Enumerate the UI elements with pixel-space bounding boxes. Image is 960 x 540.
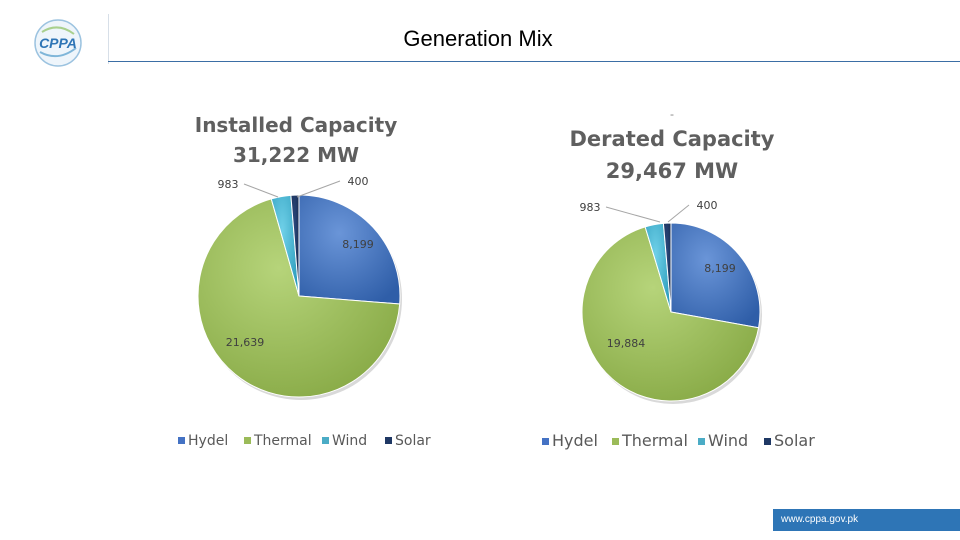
legend: Hydel Thermal Wind Solar [178, 433, 431, 449]
legend-swatch-wind [698, 438, 705, 445]
chart-title: Installed Capacity [195, 113, 398, 137]
footer-url[interactable]: www.cppa.gov.pk [773, 509, 960, 531]
data-label-hydel: 8,199 [342, 238, 374, 251]
legend-label-hydel: Hydel [188, 433, 228, 449]
legend-label-wind: Wind [332, 433, 367, 449]
page-title: Generation Mix [403, 26, 553, 51]
data-label-solar: 400 [348, 175, 369, 188]
data-labels: 8,199 21,639 983 400 [218, 175, 374, 349]
leader-line [243, 183, 279, 198]
leader-line [296, 180, 341, 198]
data-label-thermal: 19,884 [607, 337, 646, 350]
pie-slice-solar [662, 222, 672, 313]
legend-label-solar: Solar [774, 431, 815, 450]
legend-label-hydel: Hydel [552, 431, 598, 450]
installed-capacity-chart: Installed Capacity 31,222 MW 8,199 21,639… [178, 113, 431, 449]
pie-slice-thermal [197, 198, 401, 398]
leader-line [605, 206, 661, 223]
legend-swatch-hydel [542, 438, 549, 445]
legend-label-thermal: Thermal [621, 431, 688, 450]
chart-subtitle: 29,467 MW [606, 159, 738, 183]
data-labels: 8,199 19,884 983 400 [580, 199, 736, 350]
logo-text: CPPA [39, 35, 77, 51]
stray-mark: - [670, 107, 674, 121]
data-label-solar: 400 [697, 199, 718, 212]
legend-label-solar: Solar [395, 433, 431, 449]
legend-label-wind: Wind [708, 431, 748, 450]
legend: Hydel Thermal Wind Solar [542, 431, 815, 450]
chart-title: Derated Capacity [570, 127, 775, 151]
legend-swatch-solar [764, 438, 771, 445]
legend-swatch-wind [322, 437, 329, 444]
header-divider [108, 14, 109, 64]
pie-slice-hydel [298, 194, 401, 305]
legend-label-thermal: Thermal [253, 433, 312, 449]
pie-slice-thermal [581, 226, 760, 402]
data-label-wind: 983 [580, 201, 601, 214]
pie-slice-hydel [670, 222, 761, 329]
cppa-logo: CPPA [34, 19, 82, 67]
legend-swatch-hydel [178, 437, 185, 444]
derated-capacity-chart: - Derated Capacity 29,467 MW 8,199 19,884… [542, 107, 815, 450]
data-label-hydel: 8,199 [704, 262, 736, 275]
legend-swatch-thermal [612, 438, 619, 445]
data-label-wind: 983 [218, 178, 239, 191]
data-label-thermal: 21,639 [226, 336, 265, 349]
legend-swatch-solar [385, 437, 392, 444]
pie-slices [581, 222, 762, 404]
chart-subtitle: 31,222 MW [233, 143, 359, 167]
legend-swatch-thermal [244, 437, 251, 444]
leader-line [667, 204, 690, 223]
header-rule [108, 61, 960, 62]
pie-slice-solar [290, 194, 300, 297]
pie-slices [197, 194, 402, 400]
